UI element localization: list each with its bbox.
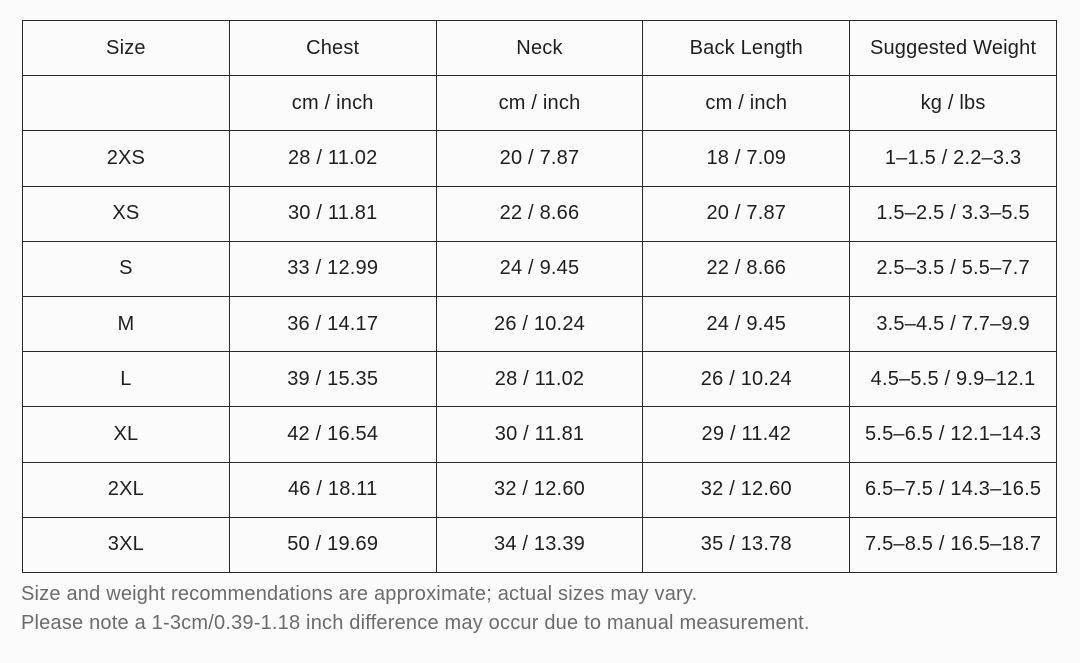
cell-back-length: 22 / 8.66 bbox=[642, 240, 851, 297]
cell-suggested-weight: 2.5–3.5 / 5.5–7.7 bbox=[849, 240, 1057, 297]
cell-size: 2XS bbox=[22, 130, 230, 187]
cell-neck: 32 / 12.60 bbox=[435, 461, 644, 518]
table-row: XL 42 / 16.54 30 / 11.81 29 / 11.42 5.5–6.5 … bbox=[22, 406, 1057, 463]
cell-chest: 33 / 12.99 bbox=[228, 240, 437, 297]
cell-size: Size bbox=[22, 19, 230, 77]
cell-suggested-weight: 5.5–6.5 / 12.1–14.3 bbox=[849, 406, 1057, 463]
table-row: 2XS 28 / 11.02 20 / 7.87 18 / 7.09 1–1.5 / 2… bbox=[22, 130, 1057, 187]
cell-neck: Neck bbox=[435, 19, 644, 77]
cell-neck: 30 / 11.81 bbox=[435, 406, 644, 463]
cell-chest: cm / inch bbox=[228, 75, 437, 132]
cell-suggested-weight: kg / lbs bbox=[849, 75, 1057, 132]
cell-neck: 22 / 8.66 bbox=[435, 185, 644, 242]
cell-suggested-weight: 6.5–7.5 / 14.3–16.5 bbox=[849, 461, 1057, 518]
cell-back-length: 20 / 7.87 bbox=[642, 185, 851, 242]
header-row: Size Chest Neck Back Length Suggested Weight bbox=[22, 19, 1057, 77]
cell-size: L bbox=[22, 351, 230, 408]
cell-size: 2XL bbox=[22, 461, 230, 518]
cell-back-length: 35 / 13.78 bbox=[642, 516, 851, 573]
cell-back-length: 29 / 11.42 bbox=[642, 406, 851, 463]
note-measurement: Please note a 1-3cm/0.39-1.18 inch diffe… bbox=[21, 612, 810, 634]
cell-size: XL bbox=[22, 406, 230, 463]
cell-suggested-weight: 7.5–8.5 / 16.5–18.7 bbox=[849, 516, 1057, 573]
cell-back-length: Back Length bbox=[642, 19, 851, 77]
units-row: cm / inch cm / inch cm / inch kg / lbs bbox=[22, 75, 1057, 132]
cell-neck: 34 / 13.39 bbox=[435, 516, 644, 573]
cell-neck: 24 / 9.45 bbox=[435, 240, 644, 297]
note-approximate: Size and weight recommendations are appr… bbox=[21, 583, 698, 605]
cell-back-length: 24 / 9.45 bbox=[642, 295, 851, 353]
cell-suggested-weight: 1–1.5 / 2.2–3.3 bbox=[849, 130, 1057, 187]
cell-chest: 28 / 11.02 bbox=[228, 130, 437, 187]
cell-suggested-weight: 3.5–4.5 / 7.7–9.9 bbox=[849, 295, 1057, 353]
cell-neck: 26 / 10.24 bbox=[435, 295, 644, 353]
table-row: 3XL 50 / 19.69 34 / 13.39 35 / 13.78 7.5–8.5… bbox=[22, 516, 1057, 573]
size-notes: Size and weight recommendations are appr… bbox=[21, 580, 810, 638]
table-row: 2XL 46 / 18.11 32 / 12.60 32 / 12.60 6.5–7.5… bbox=[22, 461, 1057, 518]
cell-chest: 36 / 14.17 bbox=[228, 295, 437, 353]
cell-suggested-weight: 4.5–5.5 / 9.9–12.1 bbox=[849, 351, 1057, 408]
cell-chest: Chest bbox=[228, 19, 437, 77]
cell-suggested-weight: Suggested Weight bbox=[849, 19, 1057, 77]
cell-size: S bbox=[22, 240, 230, 297]
cell-size: XS bbox=[22, 185, 230, 242]
cell-chest: 39 / 15.35 bbox=[228, 351, 437, 408]
cell-chest: 30 / 11.81 bbox=[228, 185, 437, 242]
table-row: L 39 / 15.35 28 / 11.02 26 / 10.24 4.5–5.5 /… bbox=[22, 351, 1057, 408]
cell-size: 3XL bbox=[22, 516, 230, 573]
cell-neck: 28 / 11.02 bbox=[435, 351, 644, 408]
cell-back-length: 26 / 10.24 bbox=[642, 351, 851, 408]
cell-chest: 42 / 16.54 bbox=[228, 406, 437, 463]
size-chart-table: Size Chest Neck Back Length Suggested Weight… bbox=[22, 19, 1057, 573]
cell-size bbox=[22, 75, 230, 132]
cell-chest: 46 / 18.11 bbox=[228, 461, 437, 518]
cell-back-length: cm / inch bbox=[642, 75, 851, 132]
cell-suggested-weight: 1.5–2.5 / 3.3–5.5 bbox=[849, 185, 1057, 242]
table-row: S 33 / 12.99 24 / 9.45 22 / 8.66 2.5–3.5 / 5… bbox=[22, 240, 1057, 297]
table-row: M 36 / 14.17 26 / 10.24 24 / 9.45 3.5–4.5 / … bbox=[22, 295, 1057, 353]
cell-back-length: 32 / 12.60 bbox=[642, 461, 851, 518]
cell-neck: cm / inch bbox=[435, 75, 644, 132]
cell-back-length: 18 / 7.09 bbox=[642, 130, 851, 187]
table-row: XS 30 / 11.81 22 / 8.66 20 / 7.87 1.5–2.5 / … bbox=[22, 185, 1057, 242]
cell-neck: 20 / 7.87 bbox=[435, 130, 644, 187]
cell-size: M bbox=[22, 295, 230, 353]
cell-chest: 50 / 19.69 bbox=[228, 516, 437, 573]
